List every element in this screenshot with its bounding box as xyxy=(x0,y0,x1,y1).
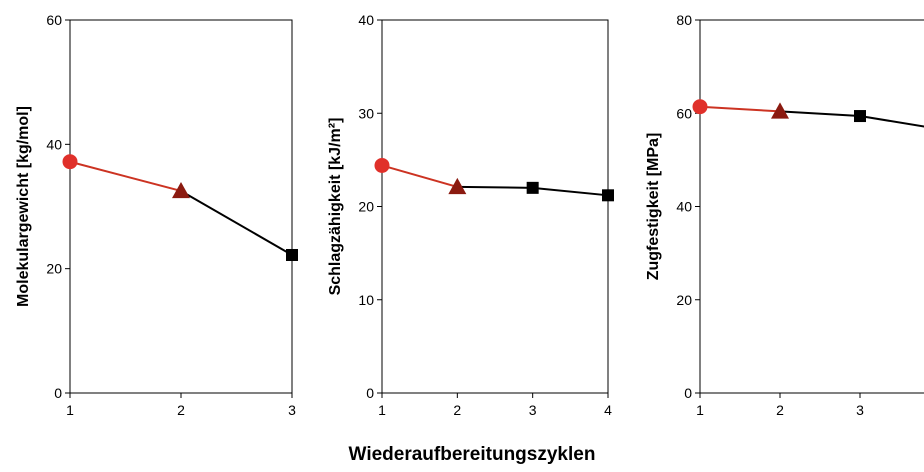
chart-panel-3: 0204060801234Zugfestigkeit [MPa] xyxy=(645,12,924,418)
x-tick-label: 4 xyxy=(604,402,612,418)
y-tick-label: 20 xyxy=(46,261,62,277)
series-line-segment xyxy=(457,185,533,189)
y-tick-label: 0 xyxy=(684,385,692,401)
y-tick-label: 10 xyxy=(358,292,374,308)
y-tick-label: 40 xyxy=(46,136,62,152)
y-tick-label: 40 xyxy=(676,199,692,215)
data-point-square xyxy=(286,248,298,261)
x-tick-label: 2 xyxy=(453,402,461,418)
series-line-segment xyxy=(779,110,861,118)
chart-panel-2: 0 10 20 30 40 1 2 3 4 Schlagzähigkeit [kJ/m²] xyxy=(327,12,614,418)
y-tick-label: 60 xyxy=(46,12,62,28)
data-point-triangle xyxy=(771,102,789,119)
plot-frame xyxy=(699,19,924,394)
x-tick-label: 3 xyxy=(856,402,864,418)
y-axis-label: Molekulargewicht [kg/mol] xyxy=(15,106,32,307)
y-tick-label: 0 xyxy=(366,385,374,401)
data-point-circle xyxy=(374,157,390,173)
data-point-circle xyxy=(692,99,708,115)
figure-x-axis-label: Wiederaufbereitungszyklen xyxy=(349,444,596,465)
x-tick-label: 3 xyxy=(288,402,296,418)
data-point-square xyxy=(526,181,539,194)
x-tick-label: 2 xyxy=(177,402,185,418)
y-tick-label: 20 xyxy=(676,292,692,308)
plot-frame xyxy=(69,19,293,394)
series-line-segment xyxy=(180,190,293,256)
y-tick-label: 80 xyxy=(676,12,692,28)
x-tick-label: 1 xyxy=(378,402,386,418)
series-line-segment xyxy=(381,164,458,188)
data-point-triangle xyxy=(172,181,190,199)
series-line-segment xyxy=(859,115,924,128)
data-point-circle xyxy=(62,154,78,170)
x-tick-label: 1 xyxy=(696,402,704,418)
series-line-segment xyxy=(699,105,781,113)
y-tick-label: 30 xyxy=(358,105,374,121)
y-tick-label: 20 xyxy=(358,199,374,215)
y-tick-label: 40 xyxy=(358,12,374,28)
y-tick-label: 0 xyxy=(54,385,62,401)
data-point-square xyxy=(602,189,614,202)
series-line-segment xyxy=(532,186,609,197)
y-tick-label: 60 xyxy=(676,105,692,121)
y-axis-label: Schlagzähigkeit [kJ/m²] xyxy=(327,118,344,296)
chart-panel-1: 0 20 40 60 1 2 3 Molekulargewicht [kg/mol] xyxy=(15,12,298,418)
plot-frame xyxy=(381,19,609,394)
x-tick-label: 1 xyxy=(66,402,74,418)
x-tick-label: 2 xyxy=(776,402,784,418)
data-point-square xyxy=(854,110,866,123)
y-axis-label: Zugfestigkeit [MPa] xyxy=(645,133,662,281)
series-line-segment xyxy=(69,160,182,192)
x-tick-label: 3 xyxy=(529,402,537,418)
data-point-triangle xyxy=(448,177,467,195)
